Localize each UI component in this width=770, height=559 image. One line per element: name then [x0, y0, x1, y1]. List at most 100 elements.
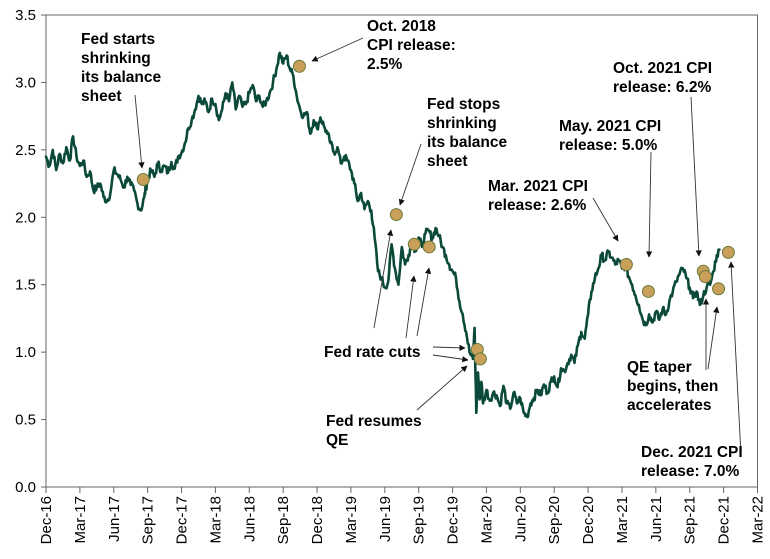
x-tick-label: Sep-20 [546, 496, 563, 544]
x-tick-label: Jun-17 [106, 496, 123, 542]
annotation-line: shrinking [427, 115, 497, 132]
y-tick-label: 3.0 [15, 74, 36, 91]
y-tick-label: 0.5 [15, 412, 36, 429]
event-marker-fed-resumes-qe [473, 352, 487, 366]
x-tick-label: Mar-21 [614, 496, 631, 544]
y-tick-label: 2.5 [15, 142, 36, 159]
series-layer [44, 51, 721, 419]
event-marker-qe-taper-begins [698, 270, 712, 284]
x-tick-label: Jun-18 [241, 496, 258, 542]
annotations: Fed starts shrinking its balance sheet O… [81, 18, 747, 480]
event-marker-may-2021-cpi-release [641, 284, 655, 298]
arrow-qe-taper-2 [707, 306, 720, 370]
annotation-line: release: 5.0% [559, 137, 657, 154]
event-marker-oct-2018-cpi-release [292, 59, 306, 73]
annotation-rate-cuts: Fed rate cuts [324, 344, 420, 361]
event-marker-fed-rate-cut-2 [422, 240, 436, 254]
annotation-line: Fed starts [81, 31, 155, 48]
x-tick-label: Dec-20 [580, 496, 597, 544]
annotation-fed-stops: Fed stops shrinking its balance sheet [427, 96, 511, 170]
arrow-mar-2021 [592, 197, 619, 242]
annotation-line: sheet [427, 153, 468, 170]
annotation-line: Fed rate cuts [324, 344, 420, 361]
annotation-qe-taper: QE taper begins, then accelerates [627, 359, 723, 414]
arrow-dec-2021 [728, 261, 742, 456]
y-axis: 0.0 0.5 1.0 1.5 2.0 2.5 3.0 3.5 [15, 7, 46, 496]
annotation-fed-starts: Fed starts shrinking its balance sheet [81, 31, 165, 105]
y-tick-label: 1.0 [15, 344, 36, 361]
x-tick-label: Mar-18 [207, 496, 224, 544]
plot-border [45, 14, 758, 488]
y-tick-label: 1.5 [15, 277, 36, 294]
annotation-line: Fed resumes [326, 413, 422, 430]
arrow-fed-stops [398, 143, 422, 206]
annotation-line: release: 2.6% [488, 197, 586, 214]
annotation-line: Mar. 2021 CPI [488, 178, 588, 195]
x-tick-label: Jun-20 [512, 496, 529, 542]
event-marker-qe-taper-accelerates [712, 282, 726, 296]
annotation-line: release: 6.2% [613, 79, 711, 96]
x-tick-label: Dec-21 [716, 496, 733, 544]
annotation-line: QE taper [627, 359, 692, 376]
arrow-rate-cut-4 [432, 344, 466, 351]
event-marker-mar-2021-cpi-release [619, 257, 633, 271]
annotation-may-2021: May. 2021 CPI release: 5.0% [559, 118, 666, 154]
arrow-rate-cut-2 [405, 275, 417, 339]
x-tick-label: Jun-19 [377, 496, 394, 542]
arrow-resumes-qe [416, 365, 468, 411]
annotation-line: sheet [81, 88, 122, 105]
x-tick-label: Dec-19 [445, 496, 462, 544]
arrow-rate-cut-5 [432, 354, 469, 363]
y-tick-label: 0.0 [15, 479, 36, 496]
annotation-line: Dec. 2021 CPI [641, 444, 743, 461]
annotation-line: accelerates [627, 397, 711, 414]
annotation-line: QE [326, 432, 348, 449]
x-tick-label: Mar-20 [478, 496, 495, 544]
annotation-dec-2021: Dec. 2021 CPI release: 7.0% [641, 444, 747, 480]
x-axis: Dec-16 Mar-17 Jun-17 Sep-17 Dec-17 Mar-18 Jun-… [38, 487, 767, 544]
annotation-resumes-qe: Fed resumes QE [326, 413, 426, 449]
event-marker-dec-2021-cpi-release [721, 245, 735, 259]
event-marker-fed-rate-cut-1 [407, 237, 421, 251]
event-markers [136, 59, 735, 366]
x-tick-label: Mar-19 [343, 496, 360, 544]
plot-frame [45, 14, 758, 488]
arrow-rate-cut-1 [373, 229, 394, 329]
annotation-mar-2021: Mar. 2021 CPI release: 2.6% [488, 178, 592, 214]
arrow-fed-starts [134, 94, 145, 169]
annotation-line: CPI release: [367, 37, 456, 54]
annotation-line: Oct. 2021 CPI [613, 60, 712, 77]
annotation-arrows [134, 37, 742, 456]
arrow-may-2021 [645, 151, 653, 258]
x-tick-label: Mar-22 [750, 496, 767, 544]
x-tick-label: Mar-17 [72, 496, 89, 544]
arrow-rate-cut-3 [416, 267, 432, 337]
event-marker-fed-starts-shrinking-balance-sheet [136, 173, 150, 187]
x-tick-label: Jun-21 [648, 496, 665, 542]
series-line-yield [44, 51, 721, 419]
annotation-oct-2021: Oct. 2021 CPI release: 6.2% [613, 60, 716, 96]
annotation-line: Oct. 2018 [367, 18, 436, 35]
annotation-line: Fed stops [427, 96, 500, 113]
x-tick-label: Sep-21 [682, 496, 699, 544]
x-tick-label: Dec-18 [309, 496, 326, 544]
annotation-line: begins, then [627, 378, 718, 395]
annotation-line: shrinking [81, 50, 151, 67]
annotation-oct-2018: Oct. 2018 CPI release: 2.5% [367, 18, 460, 73]
annotation-line: its balance [427, 134, 507, 151]
y-tick-label: 3.5 [15, 7, 36, 24]
x-tick-label: Sep-19 [411, 496, 428, 544]
x-tick-label: Dec-17 [174, 496, 191, 544]
y-tick-label: 2.0 [15, 209, 36, 226]
x-tick-label: Sep-17 [140, 496, 157, 544]
x-tick-label: Dec-16 [38, 496, 55, 544]
arrow-oct-2021 [690, 96, 702, 257]
event-marker-fed-stops-shrinking-balance-sheet [389, 208, 403, 222]
annotation-line: its balance [81, 69, 161, 86]
x-tick-label: Sep-18 [275, 496, 292, 544]
annotation-line: 2.5% [367, 56, 403, 73]
arrow-oct-2018 [311, 37, 364, 62]
annotation-line: May. 2021 CPI [559, 118, 661, 135]
annotation-line: release: 7.0% [641, 463, 739, 480]
